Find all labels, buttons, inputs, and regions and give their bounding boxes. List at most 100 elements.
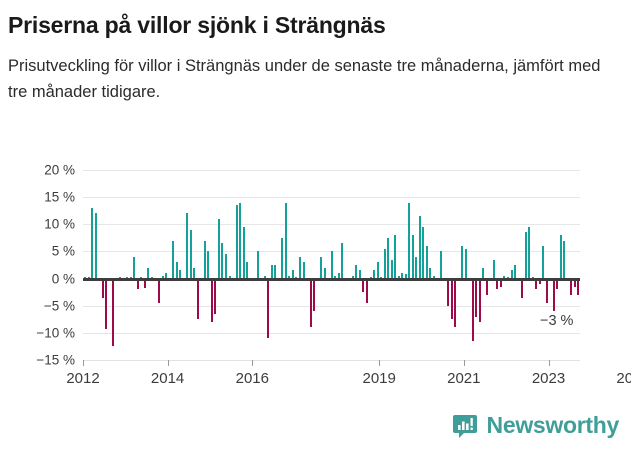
x-axis-tick-label: 2012 (66, 370, 100, 387)
bar (425, 246, 428, 279)
bar (320, 256, 323, 279)
x-axis-tick-label: 2025 (616, 370, 631, 387)
bar (133, 256, 136, 279)
gridline (83, 197, 580, 199)
bar (263, 275, 266, 279)
bar (239, 202, 242, 279)
bar (404, 274, 407, 279)
x-axis-tick (83, 360, 84, 366)
bar (454, 278, 457, 328)
bar (309, 278, 312, 328)
y-axis-tick-label: 5 % (51, 243, 75, 259)
bar (193, 267, 196, 279)
bar (464, 248, 467, 279)
bar (136, 278, 139, 290)
bar (411, 235, 414, 279)
bar (475, 278, 478, 317)
y-axis-tick-label: 20 % (44, 162, 75, 178)
x-axis-tick-label: 2021 (447, 370, 481, 387)
x-axis-tick-label: 2016 (235, 370, 269, 387)
bar (383, 248, 386, 279)
x-axis-tick (167, 360, 169, 366)
bar (256, 251, 259, 279)
bar (291, 270, 294, 279)
bar (397, 275, 400, 279)
bar (415, 256, 418, 279)
bar (288, 276, 291, 279)
x-axis-tick (548, 360, 550, 366)
bar (101, 278, 104, 298)
bar (246, 262, 249, 279)
bar (274, 265, 277, 279)
bar (499, 278, 502, 287)
bar (471, 278, 474, 341)
bar (552, 278, 555, 312)
bar (323, 267, 326, 279)
bar (112, 278, 115, 347)
bar (538, 278, 541, 284)
bar (179, 270, 182, 279)
bar (503, 276, 506, 279)
bar (147, 267, 150, 279)
y-axis-tick-label: −5 % (43, 298, 75, 314)
bar (341, 243, 344, 279)
gridline (83, 332, 580, 334)
bar (313, 278, 316, 312)
bar (535, 278, 538, 290)
page-title: Priserna på villor sjönk i Strängnäs (8, 12, 386, 38)
bar-chart-speech-bubble-icon (452, 413, 478, 439)
bar (228, 275, 231, 279)
bar (143, 278, 146, 289)
bar (235, 205, 238, 279)
bar (482, 267, 485, 279)
bar (94, 213, 97, 279)
y-axis-tick-label: −15 % (36, 352, 75, 368)
bar (221, 243, 224, 279)
bar (196, 278, 199, 320)
bar (510, 270, 513, 279)
bar (401, 273, 404, 279)
bar (210, 278, 213, 322)
bar (563, 240, 566, 279)
zero-line (83, 277, 580, 281)
bar (334, 275, 337, 279)
x-axis-tick (463, 360, 465, 366)
bar (447, 278, 450, 306)
bar (224, 254, 227, 279)
bar (545, 278, 548, 303)
bar (408, 202, 411, 279)
bar (577, 278, 580, 295)
bar (172, 240, 175, 279)
bar (556, 278, 559, 290)
bar (514, 265, 517, 279)
bar (330, 251, 333, 279)
bar (373, 270, 376, 279)
chart-page: Priserna på villor sjönk i Strängnäs Pri… (0, 11, 631, 450)
bar (214, 278, 217, 314)
bar (450, 278, 453, 320)
bar (165, 273, 168, 279)
x-axis-tick (252, 360, 254, 366)
bar (337, 273, 340, 279)
bar (422, 227, 425, 279)
bar (461, 246, 464, 279)
bar-series (83, 170, 580, 360)
bar (189, 229, 192, 279)
bar (376, 262, 379, 279)
bar (358, 270, 361, 279)
bar (521, 278, 524, 298)
y-axis-tick-label: 0 % (51, 271, 75, 287)
bar (161, 275, 164, 279)
bar (485, 278, 488, 295)
bar (394, 235, 397, 279)
bar (217, 218, 220, 279)
y-axis-tick-label: 15 % (44, 189, 75, 205)
bar (203, 240, 206, 279)
x-axis-tick-label: 2014 (150, 370, 185, 387)
chart-plot-area: 20 % 15 % 10 % 5 % 0 % −5 % −10 % −15 % 2012 201… (0, 159, 631, 409)
bar (524, 232, 527, 279)
gridline (83, 224, 580, 226)
bar (478, 278, 481, 322)
bar (362, 278, 365, 293)
bar (158, 278, 161, 303)
